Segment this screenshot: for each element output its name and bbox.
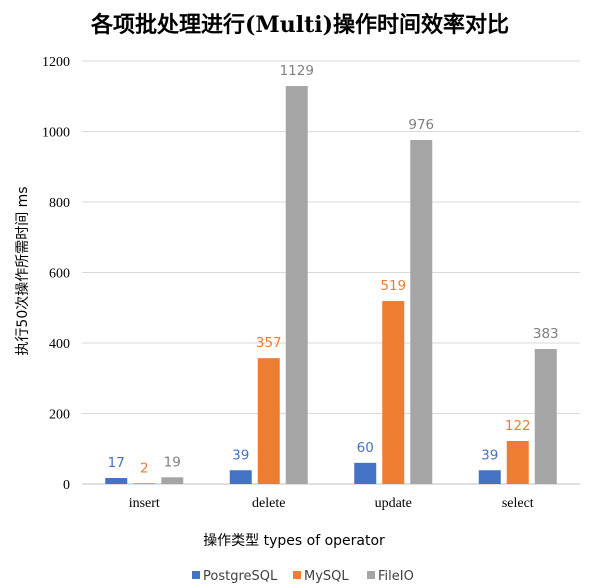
- data-label: 2: [140, 460, 149, 476]
- legend-label: MySQL: [304, 569, 349, 584]
- data-label: 357: [256, 335, 282, 351]
- bar-mysql-update: [382, 301, 405, 484]
- y-axis-ticks: 0 200 400 600 800 1000 1200: [42, 55, 70, 493]
- x-tick-label: insert: [129, 496, 160, 511]
- y-tick-label: 400: [49, 337, 70, 352]
- legend-swatch: [293, 571, 301, 579]
- y-axis-label: 执行50次操作所需时间 ms: [15, 186, 31, 355]
- bar-mysql-delete: [257, 358, 280, 484]
- y-tick-label: 1200: [42, 55, 70, 70]
- y-tick-label: 200: [49, 408, 70, 423]
- y-tick-label: 800: [49, 196, 70, 211]
- bar-fileio-update: [410, 139, 433, 484]
- data-label: 383: [533, 326, 559, 342]
- gridlines: [82, 60, 580, 485]
- y-tick-label: 0: [63, 478, 70, 493]
- data-label: 39: [481, 447, 498, 463]
- legend-item-mysql: MySQL: [293, 569, 349, 584]
- data-labels: 17 2 19 39 357 1129 60 519 976 39 122 383: [108, 63, 559, 476]
- x-tick-label: delete: [252, 496, 285, 511]
- x-axis-ticks: insert delete update select: [129, 496, 534, 511]
- x-axis-label: 操作类型 types of operator: [203, 533, 385, 549]
- legend-item-fileio: FileIO: [367, 569, 414, 584]
- bar-postgresql-update: [354, 462, 377, 484]
- bar-fileio-insert: [161, 477, 184, 484]
- legend-item-postgresql: PostgreSQL: [192, 569, 278, 584]
- x-tick-label: select: [502, 496, 534, 511]
- bar-postgresql-select: [478, 470, 501, 484]
- data-label: 17: [108, 455, 125, 471]
- x-tick-label: update: [375, 496, 412, 511]
- data-label: 519: [380, 278, 406, 294]
- data-label: 1129: [280, 63, 314, 79]
- legend-label: FileIO: [378, 569, 414, 584]
- data-label: 122: [505, 418, 531, 434]
- legend-swatch: [367, 571, 375, 579]
- data-label: 19: [164, 454, 181, 470]
- legend-label: PostgreSQL: [203, 569, 278, 584]
- data-label: 39: [232, 447, 249, 463]
- bar-postgresql-insert: [105, 478, 128, 484]
- legend: PostgreSQL MySQL FileIO: [192, 569, 414, 584]
- data-label: 60: [357, 440, 374, 456]
- bar-postgresql-delete: [229, 470, 252, 484]
- bar-mysql-insert: [133, 483, 156, 484]
- bar-mysql-select: [506, 440, 529, 484]
- bars: [105, 86, 557, 484]
- y-tick-label: 600: [49, 267, 70, 282]
- y-tick-label: 1000: [42, 126, 70, 141]
- chart-title: 各项批处理进行(Multi)操作时间效率对比: [90, 12, 509, 38]
- legend-swatch: [192, 571, 200, 579]
- data-label: 976: [408, 117, 434, 133]
- bar-fileio-select: [534, 348, 557, 484]
- bar-fileio-delete: [285, 86, 308, 484]
